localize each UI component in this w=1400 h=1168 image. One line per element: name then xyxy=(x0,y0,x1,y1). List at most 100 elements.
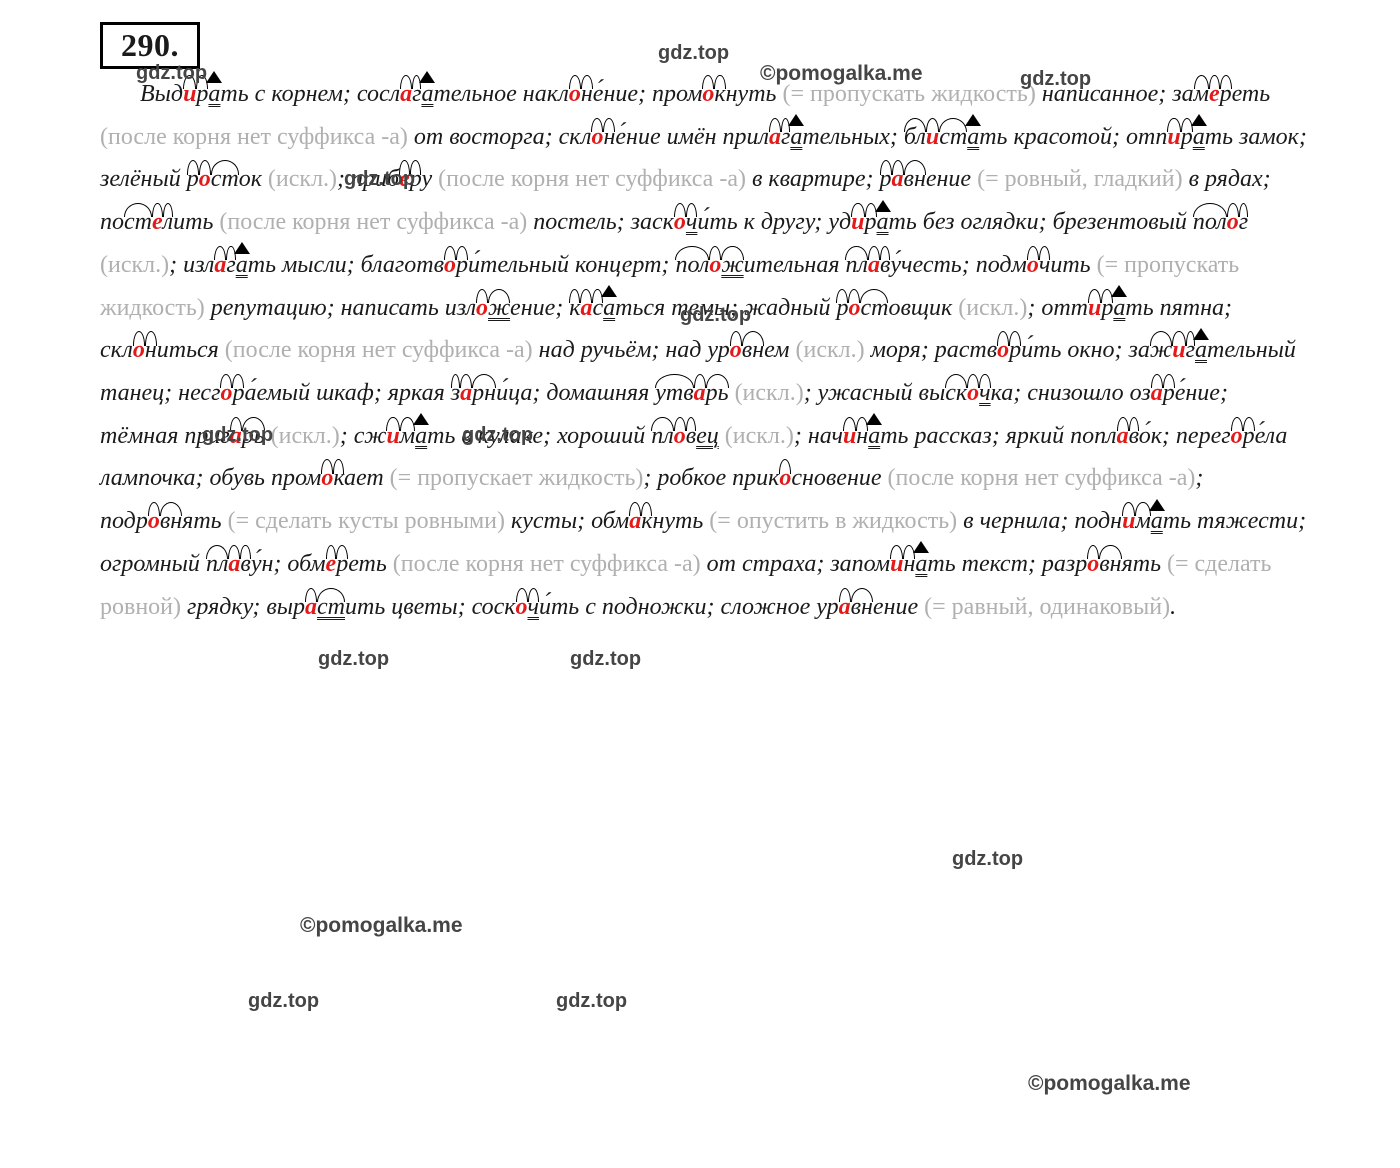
text-segment: ть окно; за xyxy=(1033,337,1150,363)
highlight-letter: о xyxy=(199,166,211,192)
text-segment: вн xyxy=(904,166,926,192)
text-segment: н; обм xyxy=(261,551,325,577)
text-segment: к; перег xyxy=(1151,423,1231,449)
text-segment: пол xyxy=(1193,209,1227,235)
highlight-letter: и xyxy=(183,81,196,107)
highlight-letter: о xyxy=(148,508,160,534)
aside-note: (после корня нет суффикса -а) xyxy=(225,337,533,363)
highlight-letter: о xyxy=(321,465,333,491)
text-segment: р xyxy=(336,551,348,577)
text-segment: а xyxy=(790,124,802,150)
text-segment: ение xyxy=(873,594,924,620)
text-segment: ж xyxy=(721,252,743,278)
text-segment: ец xyxy=(696,423,719,449)
text-segment: моря; раств xyxy=(865,337,998,363)
text-segment: ; робкое прик xyxy=(643,465,779,491)
text-segment: ть к другу; уд xyxy=(709,209,851,235)
text-segment: ть красотой; отп xyxy=(979,124,1167,150)
text-segment: р xyxy=(410,166,422,192)
text-segment: вн xyxy=(160,508,182,534)
text-segment: а xyxy=(1195,337,1207,363)
text-segment: ч xyxy=(686,209,697,235)
text-segment: е xyxy=(615,124,626,150)
text-segment: н xyxy=(856,423,868,449)
text-segment: ить xyxy=(1050,252,1096,278)
text-segment: ть мысли; благотв xyxy=(248,252,444,278)
text-segment: р xyxy=(1243,423,1255,449)
text-segment: у xyxy=(890,252,901,278)
highlight-letter: о xyxy=(674,209,686,235)
text-segment: р xyxy=(865,209,877,235)
text-segment: репутацию; написать изл xyxy=(205,295,476,321)
highlight-letter: а xyxy=(1117,423,1129,449)
highlight-letter: а xyxy=(1151,380,1163,406)
text-segment: пл xyxy=(206,551,228,577)
text-segment: и xyxy=(496,380,508,406)
text-segment: у xyxy=(421,166,438,192)
text-segment: ять xyxy=(182,508,227,534)
text-segment: р xyxy=(196,81,208,107)
text-segment: ть с корнем; сосл xyxy=(220,81,400,107)
text-segment: ить цветы; соск xyxy=(345,594,516,620)
text-segment: вн xyxy=(1099,551,1121,577)
highlight-letter: о xyxy=(848,295,860,321)
highlight-letter: а xyxy=(460,380,472,406)
text-segment: тельных; xyxy=(802,124,904,150)
text-segment: в xyxy=(686,423,696,449)
aside-note: (искл.) xyxy=(268,166,337,192)
text-segment: н xyxy=(903,551,915,577)
highlight-letter: и xyxy=(851,209,864,235)
text-segment: нуть xyxy=(726,81,783,107)
text-segment: м xyxy=(1135,508,1150,534)
text-segment: пл xyxy=(845,252,867,278)
text-segment: от восторга; скл xyxy=(408,124,592,150)
text-segment: г xyxy=(1186,337,1195,363)
highlight-letter: о xyxy=(516,594,528,620)
highlight-letter: о xyxy=(220,380,232,406)
text-segment: а xyxy=(236,252,248,278)
text-segment: ает xyxy=(344,465,390,491)
text-segment: з xyxy=(451,380,460,406)
text-segment: ние; пром xyxy=(603,81,702,107)
text-segment: емый шкаф; яркая xyxy=(256,380,450,406)
watermark-gdz: gdz.top xyxy=(658,42,729,65)
text-segment: ст xyxy=(860,295,888,321)
highlight-letter: о xyxy=(1227,209,1239,235)
watermark-pomogalka: ©pomogalka.me xyxy=(1028,1072,1191,1096)
text-segment: пол xyxy=(675,252,709,278)
text-segment: р xyxy=(1163,380,1175,406)
text-segment: ть текст; разр xyxy=(927,551,1087,577)
text-segment: р xyxy=(1009,337,1021,363)
highlight-letter: и xyxy=(890,551,903,577)
text-segment: а xyxy=(877,209,889,235)
aside-note: (после корня нет суффикса -а) xyxy=(393,551,701,577)
text-segment: ем xyxy=(764,337,795,363)
text-segment: бл xyxy=(904,124,926,150)
text-segment: а xyxy=(208,81,220,107)
aside-note: (= пропускать жидкость) xyxy=(782,81,1035,107)
highlight-letter: а xyxy=(892,166,904,192)
text-segment: ять xyxy=(1122,551,1167,577)
exercise-text: Выдирать с корнем; сослагательное наклон… xyxy=(100,73,1310,628)
text-segment: а xyxy=(915,551,927,577)
text-segment: а xyxy=(967,124,979,150)
text-segment: рь xyxy=(242,423,265,449)
highlight-letter: и xyxy=(386,423,399,449)
aside-note: (= равный, одинаковый) xyxy=(924,594,1170,620)
text-segment: а xyxy=(1151,508,1163,534)
text-segment: ; сж xyxy=(340,423,387,449)
text-segment: а xyxy=(415,423,427,449)
aside-note: (искл.) xyxy=(958,295,1027,321)
highlight-letter: и xyxy=(843,423,856,449)
text-segment: еть xyxy=(1232,81,1271,107)
highlight-letter: о xyxy=(133,337,145,363)
highlight-letter: о xyxy=(730,337,742,363)
highlight-letter: о xyxy=(702,81,714,107)
text-segment: ение xyxy=(926,166,977,192)
text-segment: р xyxy=(1181,124,1193,150)
text-segment xyxy=(265,423,271,449)
highlight-letter: о xyxy=(709,252,721,278)
text-segment: рь xyxy=(706,380,729,406)
text-segment: н xyxy=(603,124,615,150)
text-segment: ; приб xyxy=(337,166,399,192)
